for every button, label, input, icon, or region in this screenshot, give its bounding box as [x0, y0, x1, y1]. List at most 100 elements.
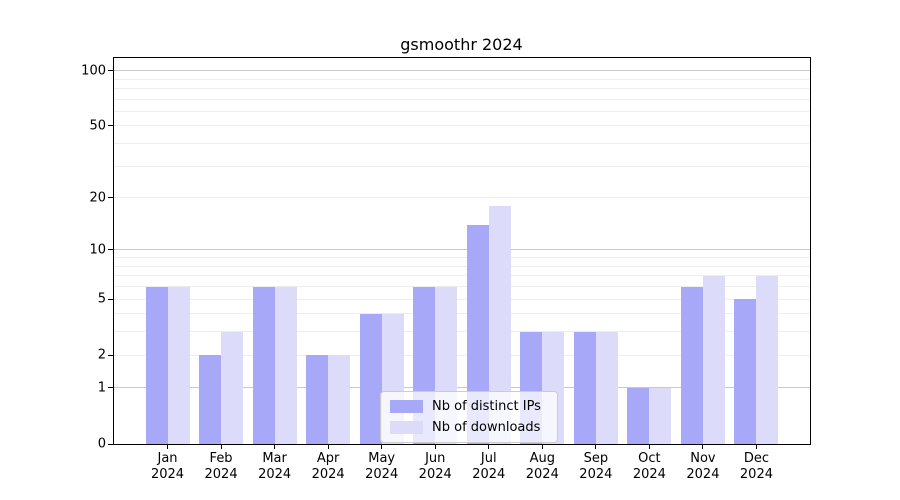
x-tick-mark	[648, 444, 650, 449]
gridline-minor	[114, 286, 810, 288]
gridline-minor	[114, 87, 810, 89]
plot-area: Nb of distinct IPs Nb of downloads	[113, 57, 811, 445]
chart-title: gsmoothr 2024	[400, 35, 523, 54]
legend-entry-downloads: Nb of downloads	[390, 420, 548, 435]
gridline-minor	[114, 354, 810, 356]
y-tick-mark	[108, 298, 113, 300]
gridline-minor	[114, 275, 810, 277]
x-tick-year: 2024	[472, 467, 506, 482]
gridline-minor	[114, 98, 810, 100]
x-tick-label: Oct 2024	[632, 451, 666, 482]
bar-distinct-ips	[466, 224, 489, 444]
y-tick-label: 10	[89, 242, 106, 258]
bar-distinct-ips	[306, 355, 329, 444]
gridline-minor	[114, 197, 810, 199]
x-tick-label: Mar 2024	[258, 451, 292, 482]
x-tick-label: Jan 2024	[150, 451, 185, 482]
bar-downloads	[488, 205, 511, 444]
x-tick-year: 2024	[579, 467, 613, 482]
x-tick-label: Jun 2024	[418, 451, 452, 482]
x-tick-label: Sep 2024	[579, 451, 613, 482]
legend-entry-distinct-ips: Nb of distinct IPs	[390, 399, 548, 414]
x-tick-year: 2024	[311, 467, 345, 482]
y-tick-mark	[108, 354, 113, 356]
x-tick-year: 2024	[258, 467, 292, 482]
x-tick-year: 2024	[365, 467, 399, 482]
y-tick-label: 0	[97, 436, 106, 452]
gridline-minor	[114, 331, 810, 333]
bar-downloads	[328, 355, 351, 444]
bar-downloads	[756, 275, 779, 444]
y-tick-mark	[108, 125, 113, 127]
x-tick-label: Aug 2024	[525, 451, 559, 482]
bar-downloads	[221, 331, 244, 444]
x-tick-mark	[327, 444, 329, 449]
x-tick-year: 2024	[739, 467, 773, 482]
y-tick-mark	[108, 249, 113, 251]
x-tick-mark	[381, 444, 383, 449]
bar-downloads	[167, 286, 190, 444]
bar-downloads	[274, 286, 297, 444]
legend: Nb of distinct IPs Nb of downloads	[380, 391, 558, 443]
x-tick-label: Nov 2024	[686, 451, 720, 482]
x-tick-mark	[755, 444, 757, 449]
y-tick-mark	[108, 443, 113, 445]
y-tick-mark	[108, 387, 113, 389]
bar-distinct-ips	[627, 387, 650, 444]
x-tick-year: 2024	[686, 467, 720, 482]
legend-swatch-downloads	[390, 421, 423, 434]
x-tick-mark	[220, 444, 222, 449]
x-tick-mark	[274, 444, 276, 449]
gridline-minor	[114, 298, 810, 300]
y-tick-label: 1	[97, 380, 106, 396]
x-tick-label: Feb 2024	[204, 451, 238, 482]
x-tick-mark	[702, 444, 704, 449]
legend-swatch-distinct-ips	[390, 400, 423, 413]
y-tick-mark	[108, 70, 113, 72]
gridline-minor	[114, 110, 810, 112]
bar-distinct-ips	[252, 286, 275, 444]
x-tick-year: 2024	[204, 467, 238, 482]
x-tick-label: Apr 2024	[311, 451, 345, 482]
x-tick-mark	[488, 444, 490, 449]
legend-label-distinct-ips: Nb of distinct IPs	[432, 399, 541, 414]
gridline-major	[114, 387, 810, 389]
x-tick-mark	[167, 444, 169, 449]
y-tick-label: 20	[89, 190, 106, 206]
x-tick-label: Jul 2024	[472, 451, 506, 482]
legend-label-downloads: Nb of downloads	[432, 420, 541, 435]
gridline-minor	[114, 165, 810, 167]
x-tick-label: Dec 2024	[739, 451, 773, 482]
y-tick-mark	[108, 197, 113, 199]
gridline-major	[114, 70, 810, 72]
bar-downloads	[702, 275, 725, 444]
bar-distinct-ips	[359, 313, 382, 444]
y-tick-label: 50	[89, 118, 106, 134]
x-tick-mark	[541, 444, 543, 449]
x-tick-label: May 2024	[365, 451, 399, 482]
x-tick-year: 2024	[525, 467, 559, 482]
bar-downloads	[649, 387, 672, 444]
gridline-minor	[114, 78, 810, 80]
gridline-minor	[114, 143, 810, 145]
gridline-major	[114, 249, 810, 251]
y-tick-label: 2	[97, 347, 106, 363]
y-tick-label: 5	[97, 291, 106, 307]
bar-distinct-ips	[573, 331, 596, 444]
x-tick-year: 2024	[418, 467, 452, 482]
y-tick-label: 100	[81, 63, 106, 79]
x-tick-mark	[434, 444, 436, 449]
gridline-minor	[114, 257, 810, 259]
bar-distinct-ips	[199, 355, 222, 444]
gridline-minor	[114, 265, 810, 267]
x-tick-year: 2024	[150, 467, 185, 482]
bar-downloads	[595, 331, 618, 444]
bar-distinct-ips	[680, 286, 703, 444]
bar-distinct-ips	[145, 286, 168, 444]
gridline-minor	[114, 125, 810, 127]
bar-distinct-ips	[734, 299, 757, 444]
gridline-minor	[114, 313, 810, 315]
x-tick-year: 2024	[632, 467, 666, 482]
x-tick-mark	[595, 444, 597, 449]
